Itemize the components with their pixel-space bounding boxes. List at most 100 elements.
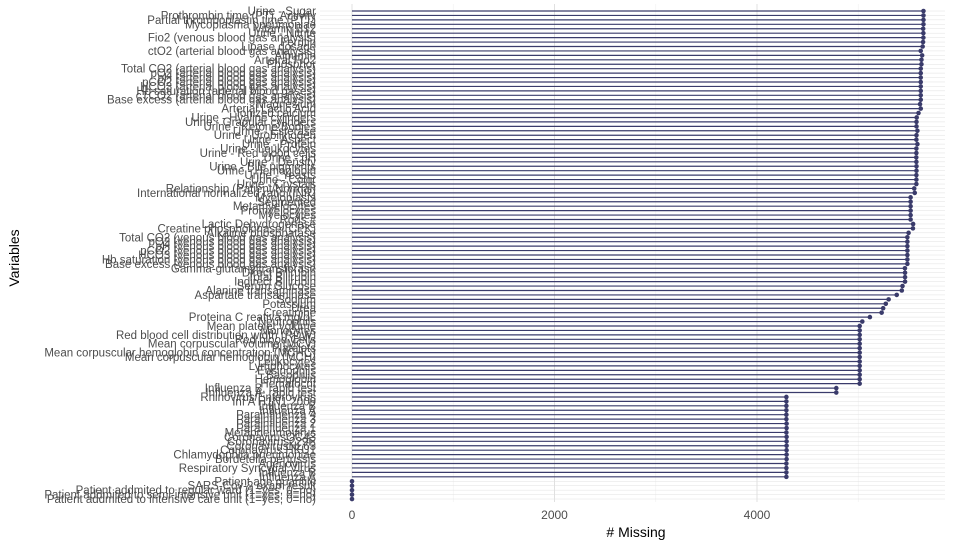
data-point [918, 92, 924, 98]
y-tick-label: Patient addmited to semi-intensive unit … [44, 490, 316, 502]
y-tick-label: Coronavirus229E [227, 436, 316, 448]
y-tick-label: Mycoplasma pneumoniae [185, 19, 316, 31]
y-tick-label: Influenza A [259, 405, 316, 417]
data-point [921, 30, 926, 36]
data-point [857, 336, 862, 342]
data-point [918, 79, 924, 85]
data-point [905, 243, 910, 249]
data-point [915, 128, 920, 134]
y-tick-label: Rods # [280, 215, 317, 227]
data-point [920, 39, 926, 45]
data-point [905, 257, 910, 262]
data-point [914, 181, 919, 187]
y-tick-label: Myelocytes [258, 210, 316, 222]
y-tick-label: Lymphocytes [249, 361, 317, 373]
data-point [879, 310, 884, 315]
y-tick-label: Urine - Color [251, 175, 316, 187]
y-tick-label: Lactic Dehydrogenase [202, 219, 316, 231]
y-tick-label: Ferritin [280, 37, 316, 49]
data-point [905, 252, 910, 258]
y-tick-label: SARS-Cov-2 exam result [188, 481, 317, 493]
y-tick-label: Serum Glucose [237, 281, 316, 293]
x-tick-label: 2000 [541, 508, 568, 522]
data-point [883, 301, 889, 307]
y-tick-label: Eosinophils [257, 365, 316, 377]
y-tick-label: Urine - Yeasts [244, 170, 316, 182]
y-tick-label: pH (venous blood gas analysis) [156, 241, 317, 253]
data-point [857, 381, 862, 386]
y-tick-label: pH (arterial blood gas analysis) [157, 73, 316, 85]
y-tick-label: Magnesium [257, 99, 316, 111]
y-tick-label: Lipase dosage [241, 41, 316, 53]
data-point [921, 13, 926, 18]
data-point [857, 332, 862, 338]
y-tick-label: Proteina C reativa mg/dL [189, 312, 317, 324]
y-tick-label: Monocytes [260, 325, 316, 337]
y-tick-label: Relationship (Patient/Normal) [166, 183, 316, 195]
y-tick-label: Ionized calcium [237, 108, 316, 120]
data-point [860, 319, 865, 324]
data-point [833, 385, 839, 391]
y-tick-label: Urine - Granular cylinders [185, 117, 316, 129]
data-point [857, 350, 862, 355]
data-point [784, 403, 789, 409]
data-point [918, 84, 924, 89]
y-tick-label: Aspartate transaminase [195, 290, 316, 302]
y-tick-label: Mean platelet volume [207, 321, 316, 333]
data-point [921, 8, 926, 14]
data-point [918, 48, 924, 54]
data-point [921, 35, 926, 40]
data-point [857, 354, 862, 360]
data-point [784, 456, 789, 462]
data-point [921, 17, 926, 23]
y-tick-label: Parainfluenza 1 [236, 423, 316, 435]
data-point [920, 44, 925, 49]
y-tick-label: International normalized ratio (INR) [137, 188, 316, 200]
y-tick-label: Urine - Protein [242, 139, 316, 151]
data-point [908, 195, 913, 200]
y-tick-label: Arteiral Fio2 [254, 55, 316, 67]
data-point [919, 53, 925, 58]
data-point [917, 101, 923, 107]
y-tick-label: Urine - Bile pigments [209, 161, 316, 173]
data-point [918, 75, 924, 80]
data-point [902, 266, 908, 271]
y-tick-label: pCO2 (venous blood gas analysis) [140, 246, 316, 258]
data-point [349, 483, 355, 488]
data-point [784, 461, 789, 466]
data-point [867, 314, 873, 320]
data-point [886, 297, 891, 302]
data-point [784, 439, 789, 444]
stem-layer [352, 10, 924, 478]
data-point [899, 288, 905, 293]
y-tick-label: Segmented [257, 197, 316, 209]
data-point [906, 230, 911, 236]
data-point [914, 168, 919, 174]
data-point [911, 186, 917, 191]
y-tick-label: Influenza B [258, 401, 316, 413]
data-point [908, 217, 913, 222]
data-point [908, 203, 913, 209]
data-point [784, 421, 789, 426]
y-tick-label: Rhinovirus/Enterovirus [200, 392, 316, 404]
y-tick-label: Bordetella pertussis [215, 454, 316, 466]
data-point [902, 270, 908, 276]
data-point [349, 478, 355, 484]
y-tick-label: Vitamin B12 [254, 24, 316, 36]
y-axis-title: Variables [6, 229, 22, 286]
y-tick-label: Promyelocytes [241, 206, 317, 218]
y-tick-label: Influenza A [259, 472, 316, 484]
data-point [784, 452, 789, 457]
data-point [914, 172, 919, 178]
data-point [857, 368, 862, 373]
y-tick-label: Fio2 (venous blood gas analysis) [148, 33, 316, 45]
data-point [914, 146, 919, 151]
data-point [857, 345, 862, 351]
y-tick-label: Leukocytes [258, 356, 316, 368]
y-tick-label: Indirect Bilirubin [234, 277, 316, 289]
data-point [880, 305, 886, 311]
y-tick-label: Platelets [272, 343, 316, 355]
y-tick-label: Parainfluenza 3 [236, 414, 316, 426]
y-tick-label: Inf A H1N1 2009 [232, 396, 316, 408]
y-tick-label: Creatine phosphokinase (CPK) [157, 223, 316, 235]
